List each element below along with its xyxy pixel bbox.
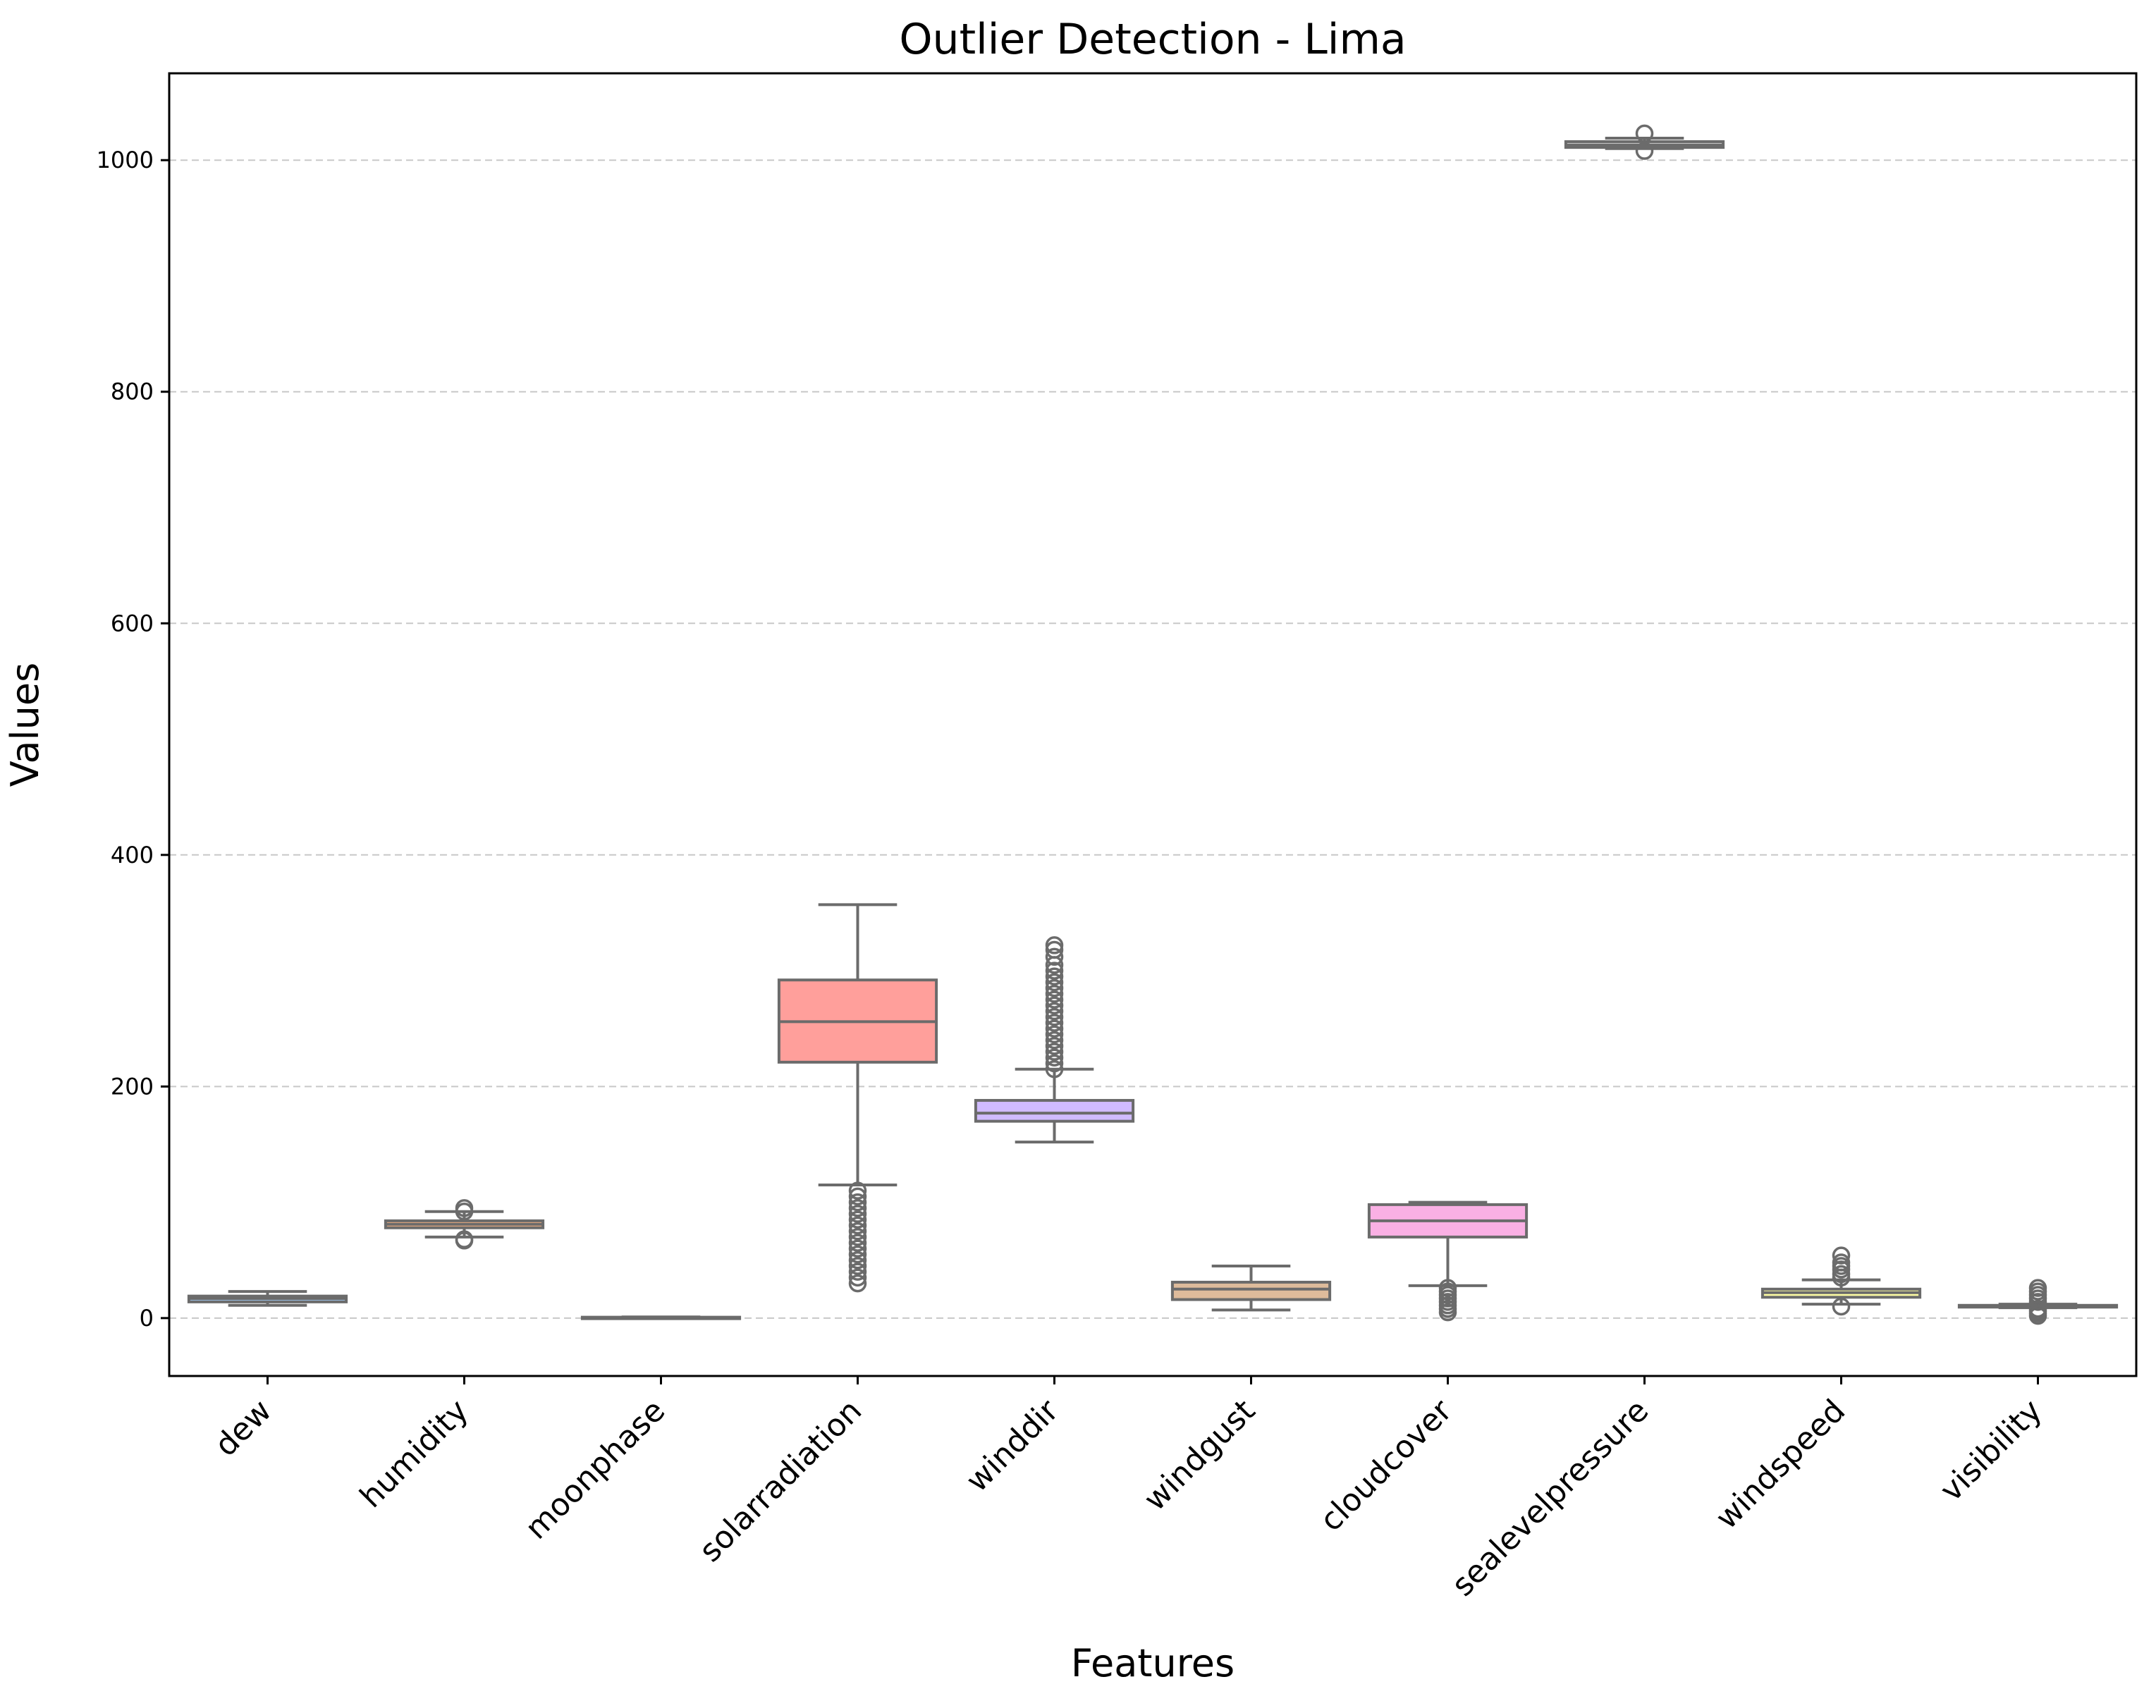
outlier-point xyxy=(2028,1299,2047,1318)
box-moonphase xyxy=(580,1315,742,1320)
y-axis: 0 200 400 600 800 1000 xyxy=(97,147,169,1332)
x-tick-label: windspeed xyxy=(1709,1393,1853,1537)
iqr-box xyxy=(1170,1280,1332,1301)
x-tick-label: sealevelpressure xyxy=(1445,1393,1655,1604)
outlier-point xyxy=(848,1193,867,1212)
outlier-point xyxy=(1045,940,1064,959)
outlier-point xyxy=(1045,1025,1064,1044)
box-solarradiation xyxy=(777,903,938,1293)
outlier-point xyxy=(848,1245,867,1264)
x-tick-label: visibility xyxy=(1933,1393,2049,1509)
x-tick-label: windgust xyxy=(1137,1393,1263,1518)
outlier-point xyxy=(1045,1031,1064,1050)
x-tick-label: moonphase xyxy=(518,1393,672,1547)
outlier-point xyxy=(1045,936,1064,954)
y-tick-label: 600 xyxy=(111,610,154,637)
x-axis-label: Features xyxy=(1071,1641,1235,1685)
outlier-point xyxy=(1045,1054,1064,1073)
y-tick-label: 800 xyxy=(111,379,154,405)
box-humidity xyxy=(384,1199,545,1250)
y-tick-label: 200 xyxy=(111,1073,154,1100)
box-sealevelpressure xyxy=(1564,124,1725,160)
outlier-point xyxy=(848,1210,867,1229)
box-dew xyxy=(187,1290,348,1307)
outlier-point xyxy=(848,1234,867,1252)
x-axis: dew humidity moonphase solarradiation winddi… xyxy=(208,1376,2049,1604)
y-tick-label: 1000 xyxy=(97,147,154,173)
chart-title: Outlier Detection - Lima xyxy=(899,15,1406,64)
outlier-point xyxy=(848,1199,867,1217)
outlier-point xyxy=(848,1222,867,1241)
outlier-point xyxy=(848,1251,867,1270)
outlier-point xyxy=(848,1268,867,1287)
x-tick-label: solarradiation xyxy=(692,1393,869,1569)
outlier-point xyxy=(1045,1019,1064,1038)
outlier-point xyxy=(1832,1265,1851,1284)
x-tick-label: humidity xyxy=(353,1393,475,1515)
outlier-point xyxy=(1438,1279,1457,1297)
outlier-point xyxy=(1832,1246,1851,1265)
outlier-point xyxy=(848,1181,867,1200)
outlier-point xyxy=(848,1205,867,1223)
x-tick-label: cloudcover xyxy=(1313,1392,1459,1538)
outlier-point xyxy=(848,1257,867,1275)
outlier-point xyxy=(1045,1048,1064,1067)
outlier-point xyxy=(1045,996,1064,1015)
box-winddir xyxy=(974,936,1135,1144)
outlier-point xyxy=(2028,1279,2047,1297)
outlier-point xyxy=(1045,1014,1064,1032)
outlier-point xyxy=(848,1239,867,1258)
y-axis-label: Values xyxy=(3,663,47,787)
outlier-point xyxy=(1832,1253,1851,1272)
box-layer xyxy=(187,124,2119,1325)
plot-frame xyxy=(168,72,2138,1377)
y-tick-label: 0 xyxy=(140,1305,154,1332)
box-windgust xyxy=(1170,1264,1332,1312)
y-tick-label: 400 xyxy=(111,842,154,868)
outlier-point xyxy=(1832,1297,1851,1316)
outlier-point xyxy=(1635,142,1654,160)
box-visibility xyxy=(1957,1279,2119,1325)
outlier-point xyxy=(1045,1037,1064,1055)
outlier-point xyxy=(848,1262,867,1281)
outlier-point xyxy=(1045,985,1064,1003)
outlier-point xyxy=(1045,990,1064,1009)
outlier-point xyxy=(1045,978,1064,997)
outlier-point xyxy=(848,1216,867,1235)
outlier-point xyxy=(1045,1059,1064,1079)
outlier-point xyxy=(1045,947,1064,966)
grid-layer xyxy=(169,159,2136,1319)
iqr-box xyxy=(974,1099,1135,1123)
x-tick-label: dew xyxy=(208,1393,278,1463)
outlier-point xyxy=(1045,961,1064,980)
outlier-point xyxy=(1045,1008,1064,1026)
outlier-point xyxy=(455,1199,474,1217)
outlier-point xyxy=(1045,973,1064,992)
outlier-point xyxy=(848,1187,867,1206)
outlier-point xyxy=(848,1274,867,1293)
outlier-point xyxy=(455,1230,474,1248)
outlier-point xyxy=(1045,967,1064,986)
x-tick-label: winddir xyxy=(959,1392,1065,1499)
outlier-point xyxy=(1045,1002,1064,1021)
outlier-point xyxy=(1635,124,1654,143)
outlier-point xyxy=(1045,1043,1064,1061)
box-cloudcover xyxy=(1367,1200,1529,1322)
outlier-point xyxy=(848,1228,867,1246)
box-windspeed xyxy=(1760,1246,1922,1316)
